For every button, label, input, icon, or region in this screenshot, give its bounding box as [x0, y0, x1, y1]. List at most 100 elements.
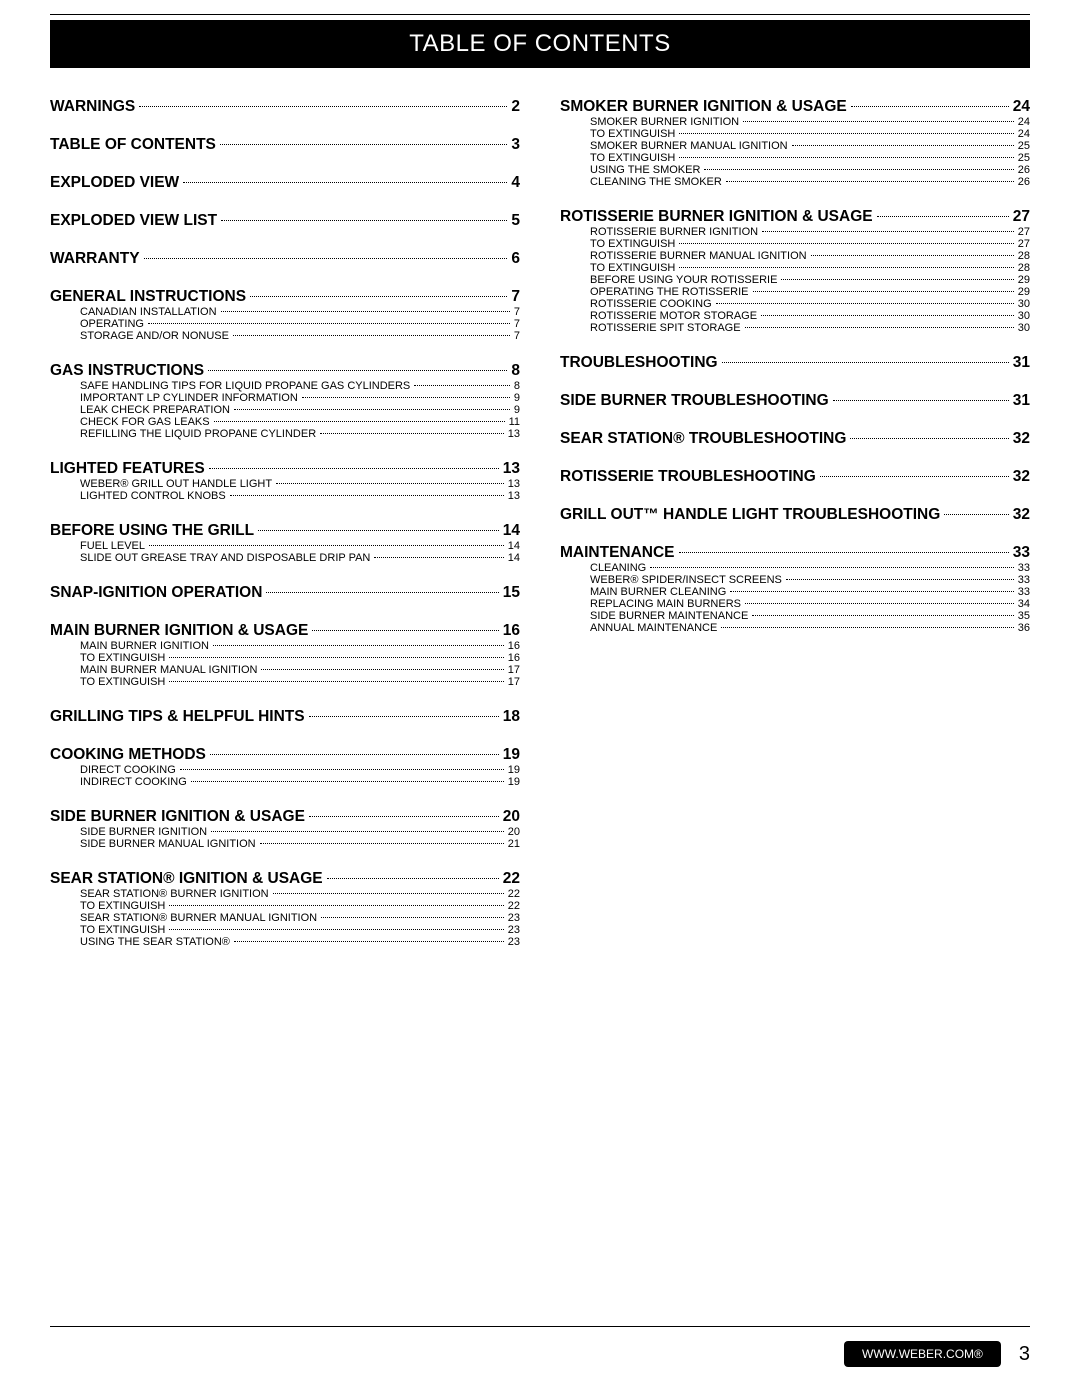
toc-top-page: 3 [511, 136, 520, 154]
toc-top-row: SEAR STATION® TROUBLESHOOTING32 [560, 430, 1030, 448]
toc-sub-row: CLEANING THE SMOKER26 [590, 176, 1030, 188]
toc-leader-dots [721, 627, 1013, 628]
toc-sub-row: LIGHTED CONTROL KNOBS13 [80, 490, 520, 502]
toc-leader-dots [722, 362, 1009, 363]
toc-sub-page: 7 [514, 318, 520, 330]
toc-top-page: 16 [503, 622, 520, 640]
toc-sub-page: 24 [1018, 128, 1030, 140]
toc-leader-dots [320, 433, 504, 434]
toc-top-label: WARRANTY [50, 250, 140, 268]
toc-leader-dots [792, 145, 1014, 146]
toc-top-page: 8 [511, 362, 520, 380]
toc-top-page: 32 [1013, 468, 1030, 486]
toc-leader-dots [716, 303, 1014, 304]
toc-leader-dots [726, 181, 1014, 182]
toc-top-page: 31 [1013, 392, 1030, 410]
toc-sub-label: INDIRECT COOKING [80, 776, 187, 788]
toc-sub-label: ROTISSERIE SPIT STORAGE [590, 322, 741, 334]
toc-sub-label: ROTISSERIE BURNER MANUAL IGNITION [590, 250, 807, 262]
toc-left-column: WARNINGS 2 TABLE OF CONTENTS3 EXPLODED VIEW… [50, 92, 520, 962]
toc-sub-row: DIRECT COOKING19 [80, 764, 520, 776]
toc-sub-label: SAFE HANDLING TIPS FOR LIQUID PROPANE GA… [80, 380, 410, 392]
toc-sub-page: 11 [509, 416, 520, 428]
toc-sub-label: SIDE BURNER IGNITION [80, 826, 207, 838]
toc-sub-row: OPERATING THE ROTISSERIE29 [590, 286, 1030, 298]
toc-leader-dots [266, 592, 498, 593]
toc-leader-dots [180, 769, 504, 770]
toc-top-row: COOKING METHODS19 [50, 746, 520, 764]
toc-top-row: GRILL OUT™ HANDLE LIGHT TROUBLESHOOTING3… [560, 506, 1030, 524]
toc-top-page: 24 [1013, 98, 1030, 116]
toc-sub-row: WEBER® GRILL OUT HANDLE LIGHT13 [80, 478, 520, 490]
toc-top-label: MAIN BURNER IGNITION & USAGE [50, 622, 308, 640]
toc-sub-page: 35 [1018, 610, 1030, 622]
toc-sub-label: USING THE SEAR STATION® [80, 936, 230, 948]
toc-leader-dots [220, 144, 507, 145]
toc-top-row: SMOKER BURNER IGNITION & USAGE24 [560, 98, 1030, 116]
toc-top-label: GRILLING TIPS & HELPFUL HINTS [50, 708, 305, 726]
toc-leader-dots [139, 106, 507, 107]
toc-sub-page: 30 [1018, 322, 1030, 334]
toc-top-row: ROTISSERIE TROUBLESHOOTING32 [560, 468, 1030, 486]
toc-sub-row: INDIRECT COOKING19 [80, 776, 520, 788]
toc-leader-dots [679, 267, 1013, 268]
toc-top-row: LIGHTED FEATURES13 [50, 460, 520, 478]
toc-sub-row: SEAR STATION® BURNER IGNITION22 [80, 888, 520, 900]
toc-leader-dots [210, 754, 499, 755]
toc-section: EXPLODED VIEW LIST5 [50, 206, 520, 230]
toc-sub-label: SEAR STATION® BURNER IGNITION [80, 888, 269, 900]
toc-top-page: 4 [511, 174, 520, 192]
toc-sub-page: 27 [1018, 226, 1030, 238]
toc-leader-dots [209, 468, 499, 469]
toc-section: SIDE BURNER TROUBLESHOOTING31 [560, 386, 1030, 410]
toc-sub-row: WEBER® SPIDER/INSECT SCREENS33 [590, 574, 1030, 586]
toc-leader-dots [743, 121, 1014, 122]
toc-sub-row: SAFE HANDLING TIPS FOR LIQUID PROPANE GA… [80, 380, 520, 392]
toc-sub-row: TO EXTINGUISH25 [590, 152, 1030, 164]
toc-sub-page: 16 [508, 652, 520, 664]
toc-sub-page: 21 [508, 838, 520, 850]
toc-sub-page: 30 [1018, 298, 1030, 310]
toc-sub-row: TO EXTINGUISH27 [590, 238, 1030, 250]
toc-sub-page: 7 [514, 306, 520, 318]
toc-sub-row: SMOKER BURNER MANUAL IGNITION25 [590, 140, 1030, 152]
toc-leader-dots [169, 905, 503, 906]
toc-sub-label: WEBER® SPIDER/INSECT SCREENS [590, 574, 782, 586]
toc-sub-page: 7 [514, 330, 520, 342]
toc-leader-dots [149, 545, 504, 546]
toc-sub-label: WEBER® GRILL OUT HANDLE LIGHT [80, 478, 272, 490]
toc-section: GAS INSTRUCTIONS8SAFE HANDLING TIPS FOR … [50, 356, 520, 440]
toc-sub-label: MAIN BURNER IGNITION [80, 640, 209, 652]
toc-top-label: WARNINGS [50, 98, 135, 116]
toc-section: MAINTENANCE33CLEANING33WEBER® SPIDER/INS… [560, 538, 1030, 634]
toc-top-page: 2 [511, 98, 520, 116]
toc-leader-dots [221, 311, 510, 312]
toc-right-column: SMOKER BURNER IGNITION & USAGE24 SMOKER B… [560, 92, 1030, 962]
toc-top-label: EXPLODED VIEW [50, 174, 179, 192]
toc-sub-label: SMOKER BURNER MANUAL IGNITION [590, 140, 788, 152]
toc-sub-label: CLEANING [590, 562, 646, 574]
toc-sub-page: 26 [1018, 176, 1030, 188]
page-title: TABLE OF CONTENTS [409, 30, 670, 57]
toc-sub-page: 9 [514, 404, 520, 416]
toc-sub-page: 19 [508, 764, 520, 776]
toc-sub-row: OPERATING 7 [80, 318, 520, 330]
toc-sub-page: 33 [1018, 562, 1030, 574]
toc-leader-dots [753, 291, 1014, 292]
toc-top-row: TABLE OF CONTENTS3 [50, 136, 520, 154]
toc-leader-dots [414, 385, 510, 386]
toc-sub-page: 8 [514, 380, 520, 392]
toc-sub-row: TO EXTINGUISH22 [80, 900, 520, 912]
toc-sub-label: OPERATING [80, 318, 144, 330]
toc-leader-dots [327, 878, 499, 879]
toc-sub-label: SLIDE OUT GREASE TRAY AND DISPOSABLE DRI… [80, 552, 370, 564]
toc-sub-row: ROTISSERIE SPIT STORAGE 30 [590, 322, 1030, 334]
toc-section: BEFORE USING THE GRILL14FUEL LEVEL14SLID… [50, 516, 520, 564]
toc-sub-label: TO EXTINGUISH [590, 128, 675, 140]
toc-top-page: 13 [503, 460, 520, 478]
toc-top-page: 31 [1013, 354, 1030, 372]
toc-leader-dots [169, 929, 503, 930]
toc-sub-row: ROTISSERIE COOKING30 [590, 298, 1030, 310]
toc-leader-dots [273, 893, 504, 894]
toc-leader-dots [851, 106, 1009, 107]
